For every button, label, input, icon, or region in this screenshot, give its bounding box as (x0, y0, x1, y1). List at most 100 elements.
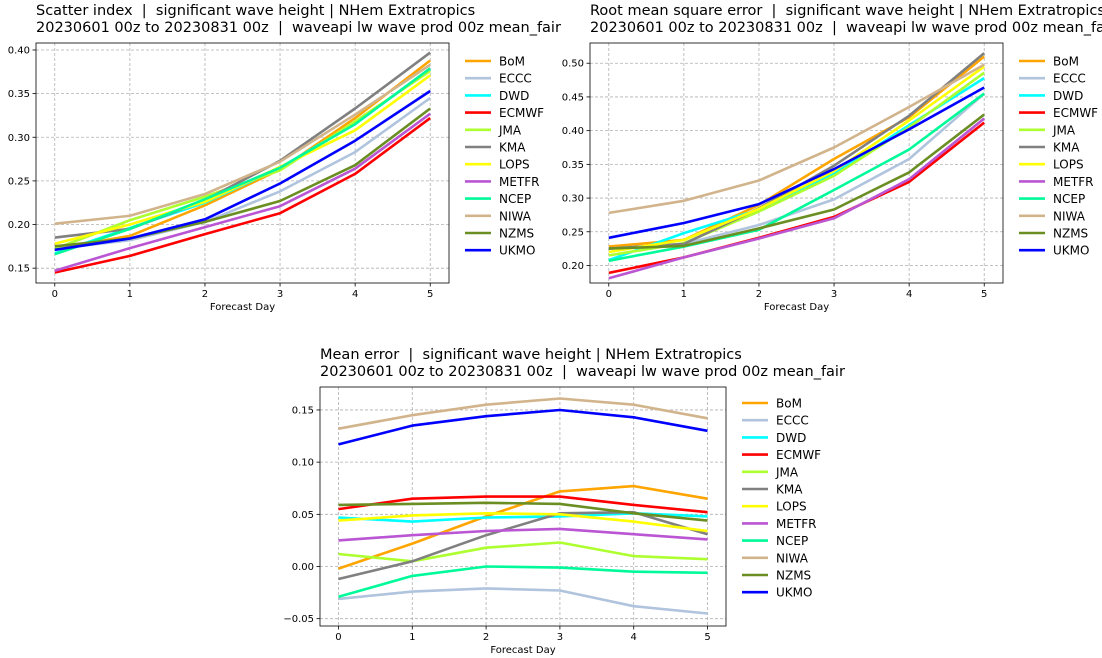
legend-label-lops: LOPS (776, 500, 807, 514)
legend-label-metfr: METFR (499, 175, 540, 189)
y-tick-label: 0.25 (562, 227, 584, 238)
legend-label-ecmwf: ECMWF (499, 106, 544, 120)
x-tick-label: 0 (335, 632, 341, 643)
series-line-bom (54, 59, 431, 251)
series-line-ukmo (608, 86, 985, 240)
x-tick-label: 2 (756, 289, 762, 300)
chart-title: Scatter index | significant wave height … (36, 3, 476, 19)
legend-label-nzms: NZMS (776, 569, 811, 583)
y-tick-label: 0.40 (562, 126, 584, 137)
y-tick-label: 0.00 (292, 562, 314, 573)
series-line-lops (608, 65, 985, 254)
legend-label-dwd: DWD (499, 89, 529, 103)
chart-subtitle: 20230601 00z to 20230831 00z | waveapi l… (320, 364, 845, 380)
series-line-ncep (54, 67, 431, 256)
series-line-dwd (608, 76, 985, 262)
scatter-index-plot: 0 1 2 3 4 5 0.15 0.20 0.25 0.30 0.35 0.40 Forecast D… (8, 42, 544, 313)
legend-label-bom: BoM (776, 397, 802, 411)
y-tick-label: 0.25 (8, 176, 30, 187)
chart-subtitle: 20230601 00z to 20230831 00z | waveapi l… (36, 20, 561, 36)
y-tick-label: 0.05 (292, 510, 314, 521)
legend-label-bom: BoM (1053, 55, 1079, 69)
y-tick-label: 0.40 (8, 45, 30, 56)
series-line-eccc (608, 92, 986, 250)
plot-frame (35, 42, 450, 284)
legend-label-niwa: NIWA (776, 551, 809, 565)
legend-label-jma: JMA (1052, 123, 1076, 137)
legend-label-kma: KMA (499, 141, 526, 155)
y-tick-label: 0.35 (8, 89, 30, 100)
legend-label-dwd: DWD (1053, 89, 1083, 103)
legend-label-ecmwf: ECMWF (1053, 106, 1098, 120)
y-tick-label: 0.10 (292, 458, 314, 469)
series-line-ncep (338, 565, 708, 599)
legend-label-jma: JMA (775, 465, 799, 479)
y-tick-label: 0.30 (562, 194, 584, 205)
x-tick-label: 1 (681, 289, 687, 300)
series-line-kma (338, 510, 708, 581)
legend-label-niwa: NIWA (1053, 209, 1086, 223)
chart-rmse: Root mean square error | significant wav… (551, 0, 1102, 330)
legend-label-lops: LOPS (499, 158, 530, 172)
y-tick-label: 0.30 (8, 133, 30, 144)
legend-label-ukmo: UKMO (1053, 244, 1089, 258)
chart-subtitle: 20230601 00z to 20230831 00z | waveapi l… (590, 20, 1102, 36)
series-line-metfr (54, 112, 431, 273)
legend-label-eccc: ECCC (1053, 72, 1086, 86)
y-tick-label: 0.15 (8, 264, 30, 275)
x-tick-label: 1 (409, 632, 415, 643)
legend-label-lops: LOPS (1053, 158, 1084, 172)
x-tick-label: 1 (127, 289, 133, 300)
chart-scatter-index: Scatter index | significant wave height … (0, 0, 561, 330)
chart-mean-error: Mean error | significant wave height | N… (283, 330, 845, 658)
series-line-ecmwf (338, 495, 708, 514)
legend-label-ncep: NCEP (499, 192, 531, 206)
x-tick-label: 5 (981, 289, 987, 300)
legend-label-ncep: NCEP (776, 534, 808, 548)
series-line-nzms (608, 113, 985, 250)
x-axis-label: Forecast Day (764, 302, 829, 313)
legend-label-jma: JMA (498, 123, 522, 137)
series-line-niwa (608, 63, 985, 215)
legend-label-metfr: METFR (1053, 175, 1094, 189)
series-line-nzms (338, 501, 708, 522)
chart-title: Root mean square error | significant wav… (590, 3, 1102, 19)
series-line-ukmo (54, 89, 431, 252)
x-axis-label: Forecast Day (210, 302, 275, 313)
x-tick-label: 3 (557, 632, 563, 643)
legend-label-ncep: NCEP (1053, 192, 1085, 206)
x-tick-label: 0 (606, 289, 612, 300)
y-tick-label: 0.50 (562, 59, 584, 70)
legend-label-kma: KMA (1053, 141, 1080, 155)
y-tick-label: 0.45 (562, 92, 584, 103)
legend-label-nzms: NZMS (499, 227, 534, 241)
x-tick-label: 5 (704, 632, 710, 643)
x-tick-label: 2 (483, 632, 489, 643)
plot-frame (589, 42, 1004, 284)
mean-error-plot: 0 1 2 3 4 5 −0.05 0.00 0.05 0.10 0.15 Forecast Day B… (283, 386, 821, 656)
y-tick-label: 0.20 (562, 261, 584, 272)
y-tick-label: 0.35 (562, 160, 584, 171)
x-tick-label: 2 (202, 289, 208, 300)
series-line-ecmwf (54, 117, 431, 274)
series-line-eccc (338, 587, 708, 615)
series-line-kma (54, 51, 431, 239)
legend-label-dwd: DWD (776, 431, 806, 445)
x-tick-label: 0 (52, 289, 58, 300)
chart-title: Mean error | significant wave height | N… (320, 347, 742, 363)
x-tick-label: 4 (631, 632, 637, 643)
y-tick-label: 0.20 (8, 220, 30, 231)
legend-label-kma: KMA (776, 483, 803, 497)
series-line-niwa (338, 397, 708, 430)
series-line-niwa (54, 63, 431, 225)
legend-label-ecmwf: ECMWF (776, 448, 821, 462)
series-line-metfr (338, 527, 708, 542)
y-tick-label: 0.15 (292, 405, 314, 416)
series-line-ncep (608, 92, 985, 263)
legend-label-metfr: METFR (776, 517, 817, 531)
series-line-jma (338, 541, 708, 563)
series-line-lops (338, 512, 708, 533)
legend-label-nzms: NZMS (1053, 227, 1088, 241)
legend-label-ukmo: UKMO (776, 586, 812, 600)
legend-label-eccc: ECCC (776, 414, 809, 428)
